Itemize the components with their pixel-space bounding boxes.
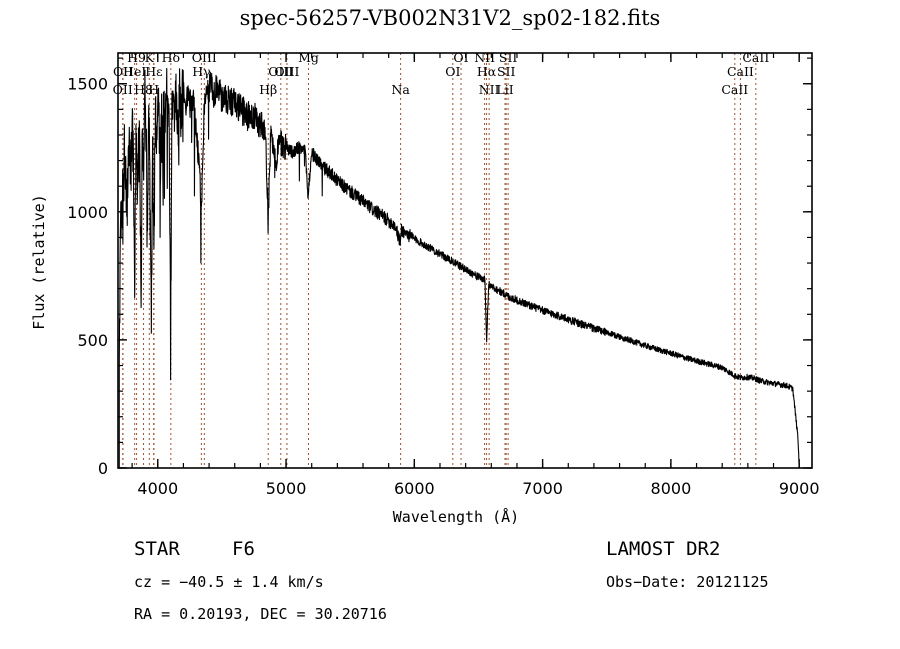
y-axis-title: Flux (relative) <box>30 194 48 329</box>
x-axis-title: Wavelength (Å) <box>393 507 519 526</box>
spectral-line-label: H <box>148 82 159 97</box>
x-tick-label: 7000 <box>522 479 563 498</box>
spectral-line-label: SII <box>499 50 518 65</box>
x-tick-label: 9000 <box>779 479 820 498</box>
spectral-line-label: CaII <box>721 82 748 97</box>
spectral-line-label: NII <box>479 82 500 97</box>
spectral-type-label: F6 <box>232 538 255 560</box>
spectral-line-label: OII <box>113 82 133 97</box>
spectral-line-label: H8 <box>134 82 153 97</box>
x-tick-label: 5000 <box>266 479 307 498</box>
object-class-label: STAR <box>134 538 180 560</box>
spectral-line-label: Na <box>391 82 410 97</box>
x-tick-label: 6000 <box>394 479 435 498</box>
spectral-line-label: OIII <box>274 64 299 79</box>
x-tick-label: 4000 <box>137 479 178 498</box>
page-title: spec-56257-VB002N31V2_sp02-182.fits <box>239 6 661 30</box>
survey-label: LAMOST DR2 <box>606 538 720 560</box>
spectral-line-markers <box>122 53 757 468</box>
y-tick-label: 500 <box>77 331 108 350</box>
spectral-line-label: H9 <box>127 50 146 65</box>
obs-date-label: Obs−Date: 20121125 <box>606 573 769 591</box>
y-tick-label: 0 <box>98 459 108 478</box>
spectral-line-label: OII <box>113 64 133 79</box>
spectral-line-label: CaII <box>727 64 754 79</box>
spectral-line-labels: OIIOIIH9HeIH8KHHεHδHγOIIIHβOIIIOIIIMgNaO… <box>113 50 770 97</box>
y-tick-label: 1000 <box>67 203 108 222</box>
y-tick-label: 1500 <box>67 75 108 94</box>
coordinates-label: RA = 0.20193, DEC = 30.20716 <box>134 605 387 623</box>
spectral-line-label: OI <box>453 50 468 65</box>
spectral-line-label: Hδ <box>162 50 180 65</box>
spectral-line-label: Hγ <box>192 64 210 79</box>
spectral-line-label: Hβ <box>259 82 277 97</box>
spectral-line-label: OIII <box>268 64 293 79</box>
spectral-line-label: OIII <box>192 50 217 65</box>
spectral-line-label: SII <box>497 64 516 79</box>
spectral-line-label: Hα <box>477 64 497 79</box>
x-tick-label: 8000 <box>651 479 692 498</box>
spectral-line-label: NII <box>474 50 495 65</box>
axis-ticks <box>118 53 812 469</box>
spectrum-trace <box>118 67 800 468</box>
spectral-line-label: LiI <box>496 82 513 97</box>
spectral-line-label: Hε <box>145 64 162 79</box>
spectral-line-label: HeI <box>123 64 146 79</box>
axis-tick-labels: 4000 5000 6000 7000 8000 9000 0 500 1000 1500 <box>67 75 819 498</box>
axes-frame <box>117 52 813 469</box>
spectral-line-label: K <box>145 50 155 65</box>
radial-velocity-label: cz = −40.5 ± 1.4 km/s <box>134 573 324 591</box>
spectral-line-label: Mg <box>298 50 319 65</box>
spectral-line-label: CaII <box>742 50 769 65</box>
spectral-line-label: OI <box>445 64 460 79</box>
